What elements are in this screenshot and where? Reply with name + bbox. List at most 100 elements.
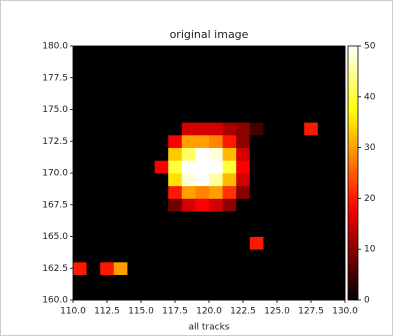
heatmap-cell	[223, 287, 237, 300]
heatmap-cell	[331, 71, 345, 84]
heatmap-cell	[250, 148, 264, 161]
heatmap-cell	[318, 237, 332, 250]
heatmap-cell	[209, 186, 223, 199]
heatmap-cell	[141, 275, 155, 288]
heatmap-cell	[87, 148, 101, 161]
heatmap-cell	[318, 275, 332, 288]
heatmap-cell	[87, 249, 101, 262]
heatmap-cell	[114, 262, 128, 275]
y-tick-label: 160.0	[42, 296, 68, 306]
heatmap-cell	[100, 160, 114, 173]
heatmap-cell	[141, 97, 155, 110]
heatmap-cell	[236, 59, 250, 72]
heatmap-cell	[223, 211, 237, 224]
heatmap-cell	[73, 46, 87, 59]
heatmap-cell	[250, 135, 264, 148]
heatmap-cell	[318, 160, 332, 173]
heatmap-cell	[73, 173, 87, 186]
heatmap-cell	[155, 122, 169, 135]
heatmap-cell	[114, 275, 128, 288]
heatmap-cell	[209, 262, 223, 275]
heatmap-cell	[277, 262, 291, 275]
heatmap-cell	[250, 46, 264, 59]
heatmap-cell	[263, 110, 277, 123]
heatmap-cell	[182, 275, 196, 288]
heatmap-cell	[73, 211, 87, 224]
heatmap-cell	[114, 160, 128, 173]
heatmap-cell	[263, 71, 277, 84]
heatmap-cell	[223, 262, 237, 275]
heatmap-cell	[263, 211, 277, 224]
heatmap-cell	[141, 287, 155, 300]
heatmap-cell	[263, 59, 277, 72]
heatmap-cell	[223, 46, 237, 59]
heatmap-cell	[318, 135, 332, 148]
heatmap-cell	[168, 262, 182, 275]
heatmap-cell	[114, 173, 128, 186]
heatmap-cell	[100, 224, 114, 237]
heatmap-cell	[141, 110, 155, 123]
x-tick-label: 130.0	[332, 307, 358, 317]
heatmap-cell	[304, 198, 318, 211]
heatmap-cell	[195, 97, 209, 110]
heatmap-cell	[291, 262, 305, 275]
heatmap-cell	[223, 186, 237, 199]
heatmap-cell	[127, 135, 141, 148]
heatmap-cell	[100, 59, 114, 72]
heatmap-cell	[318, 186, 332, 199]
heatmap-cell	[236, 160, 250, 173]
heatmap-cell	[291, 110, 305, 123]
heatmap-cell	[195, 224, 209, 237]
heatmap-cell	[263, 160, 277, 173]
heatmap-cell	[182, 198, 196, 211]
heatmap-cell	[304, 237, 318, 250]
heatmap-cell	[291, 173, 305, 186]
heatmap-cell	[182, 46, 196, 59]
heatmap-cell	[223, 59, 237, 72]
heatmap-cell	[263, 46, 277, 59]
heatmap-cell	[100, 84, 114, 97]
heatmap-cell	[155, 275, 169, 288]
heatmap-cell	[100, 148, 114, 161]
heatmap-cell	[127, 59, 141, 72]
heatmap-cell	[195, 71, 209, 84]
heatmap-cell	[331, 262, 345, 275]
heatmap-cell	[127, 122, 141, 135]
heatmap-cell	[114, 122, 128, 135]
heatmap-cell	[114, 287, 128, 300]
heatmap-cell	[318, 122, 332, 135]
heatmap-cell	[209, 275, 223, 288]
heatmap-cell	[155, 211, 169, 224]
heatmap-cell	[209, 59, 223, 72]
heatmap-cell	[236, 71, 250, 84]
heatmap-cell	[73, 148, 87, 161]
heatmap-cell	[182, 262, 196, 275]
heatmap-cell	[127, 237, 141, 250]
heatmap-cell	[155, 59, 169, 72]
y-tick-label: 175.0	[42, 105, 68, 115]
heatmap-cell	[155, 160, 169, 173]
heatmap-cell	[155, 262, 169, 275]
heatmap-cell	[127, 198, 141, 211]
heatmap-cell	[209, 198, 223, 211]
heatmap-cell	[263, 198, 277, 211]
heatmap-cell	[263, 262, 277, 275]
heatmap-cell	[73, 71, 87, 84]
heatmap-cell	[195, 135, 209, 148]
heatmap-cell	[114, 211, 128, 224]
heatmap-cell	[291, 59, 305, 72]
heatmap-cell	[182, 249, 196, 262]
heatmap-cell	[182, 110, 196, 123]
heatmap-cell	[87, 224, 101, 237]
heatmap-cell	[100, 275, 114, 288]
heatmap-cell	[236, 148, 250, 161]
heatmap-cell	[318, 97, 332, 110]
heatmap-cell	[277, 84, 291, 97]
heatmap-cell	[73, 287, 87, 300]
heatmap-cell	[318, 110, 332, 123]
heatmap-cell	[331, 59, 345, 72]
heatmap-cell	[209, 249, 223, 262]
heatmap-cell	[277, 59, 291, 72]
colorbar-tick-label: 10	[364, 245, 376, 255]
heatmap-cell	[304, 173, 318, 186]
